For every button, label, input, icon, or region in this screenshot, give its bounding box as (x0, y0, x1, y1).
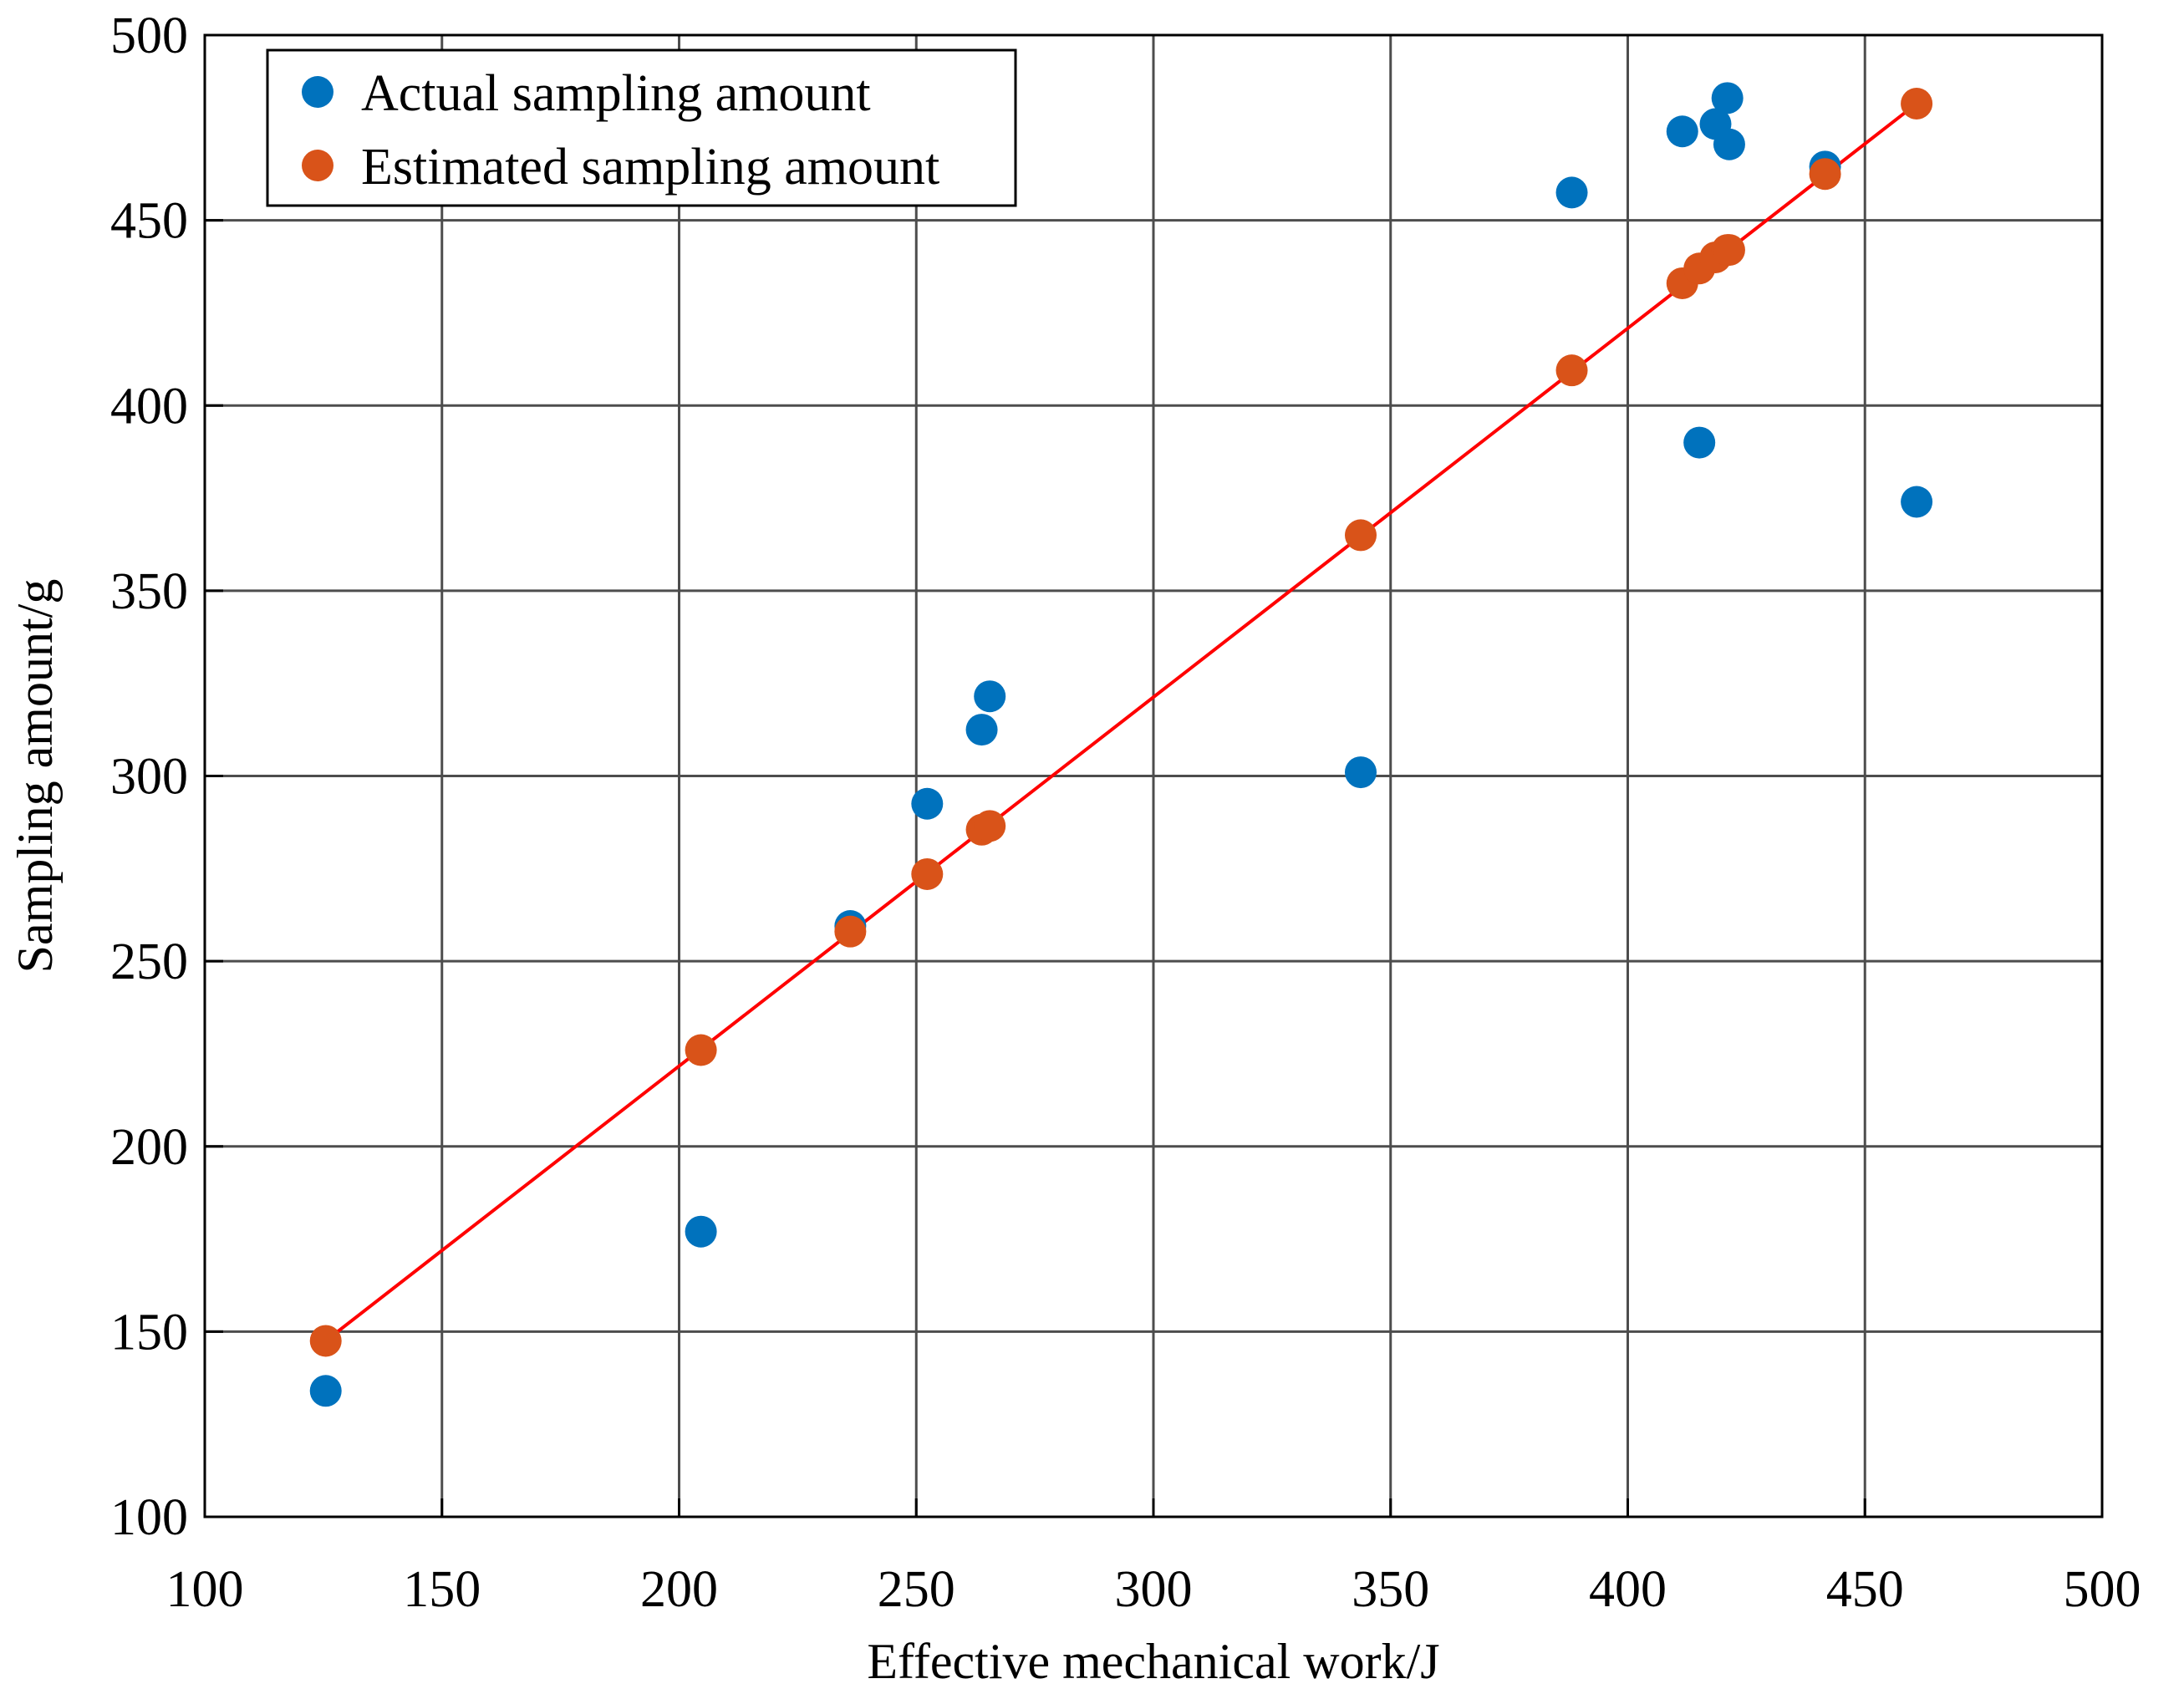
fit-line-layer (324, 102, 1918, 1343)
y-tick-label: 150 (110, 1304, 188, 1361)
y-tick-label: 100 (110, 1489, 188, 1546)
y-tick-label: 200 (110, 1119, 188, 1176)
actual-point (1666, 115, 1698, 148)
y-tick-label: 300 (110, 749, 188, 806)
estimated-point (309, 1325, 342, 1357)
x-tick-label: 350 (1352, 1561, 1429, 1618)
x-tick-label: 400 (1589, 1561, 1667, 1618)
y-axis-label: Sampling amount/g (8, 579, 63, 974)
estimated-point (1901, 88, 1933, 120)
x-tick-label: 150 (403, 1561, 481, 1618)
estimated-point (974, 810, 1006, 842)
y-tick-label: 250 (110, 933, 188, 990)
y-tick-label: 400 (110, 378, 188, 435)
actual-point (1344, 756, 1377, 789)
actual-point (1683, 426, 1716, 459)
x-tick-label: 500 (2064, 1561, 2141, 1618)
y-tick-label: 500 (110, 8, 188, 64)
data-points (309, 82, 1933, 1407)
estimated-point (685, 1034, 717, 1066)
legend-box (266, 48, 1017, 207)
y-tick-label: 450 (110, 193, 188, 250)
actual-point (965, 714, 998, 746)
actual-point (1713, 128, 1745, 160)
x-axis-label: Effective mechanical work/J (867, 1634, 1439, 1689)
actual-point (911, 787, 944, 820)
x-tick-label: 300 (1115, 1561, 1193, 1618)
fit-line (324, 102, 1918, 1343)
actual-point (1901, 486, 1933, 518)
x-tick-label: 200 (640, 1561, 718, 1618)
legend-label-estimated: Estimated sampling amount (361, 139, 939, 196)
actual-point (309, 1375, 342, 1407)
estimated-point (911, 857, 944, 890)
x-tick-label: 250 (878, 1561, 955, 1618)
legend-label-actual: Actual sampling amount (361, 65, 871, 122)
estimated-point (1344, 519, 1377, 552)
estimated-point (1713, 234, 1745, 267)
actual-point (685, 1215, 717, 1248)
x-tick-label: 450 (1826, 1561, 1904, 1618)
legend: Actual sampling amount Estimated samplin… (266, 48, 1017, 207)
x-tick-label: 100 (166, 1561, 244, 1618)
legend-marker-actual (302, 76, 333, 108)
y-tick-label: 350 (110, 563, 188, 620)
actual-point (1711, 82, 1744, 114)
actual-point (974, 680, 1006, 713)
legend-marker-estimated (302, 150, 333, 181)
estimated-point (1555, 354, 1588, 387)
grid-lines (203, 33, 2104, 1518)
tick-labels: 100 150 200 250 300 350 400 450 500 100 150 200 250 3… (110, 8, 2141, 1618)
actual-point (1555, 176, 1588, 209)
estimated-point (1809, 158, 1841, 191)
estimated-point (834, 915, 867, 948)
